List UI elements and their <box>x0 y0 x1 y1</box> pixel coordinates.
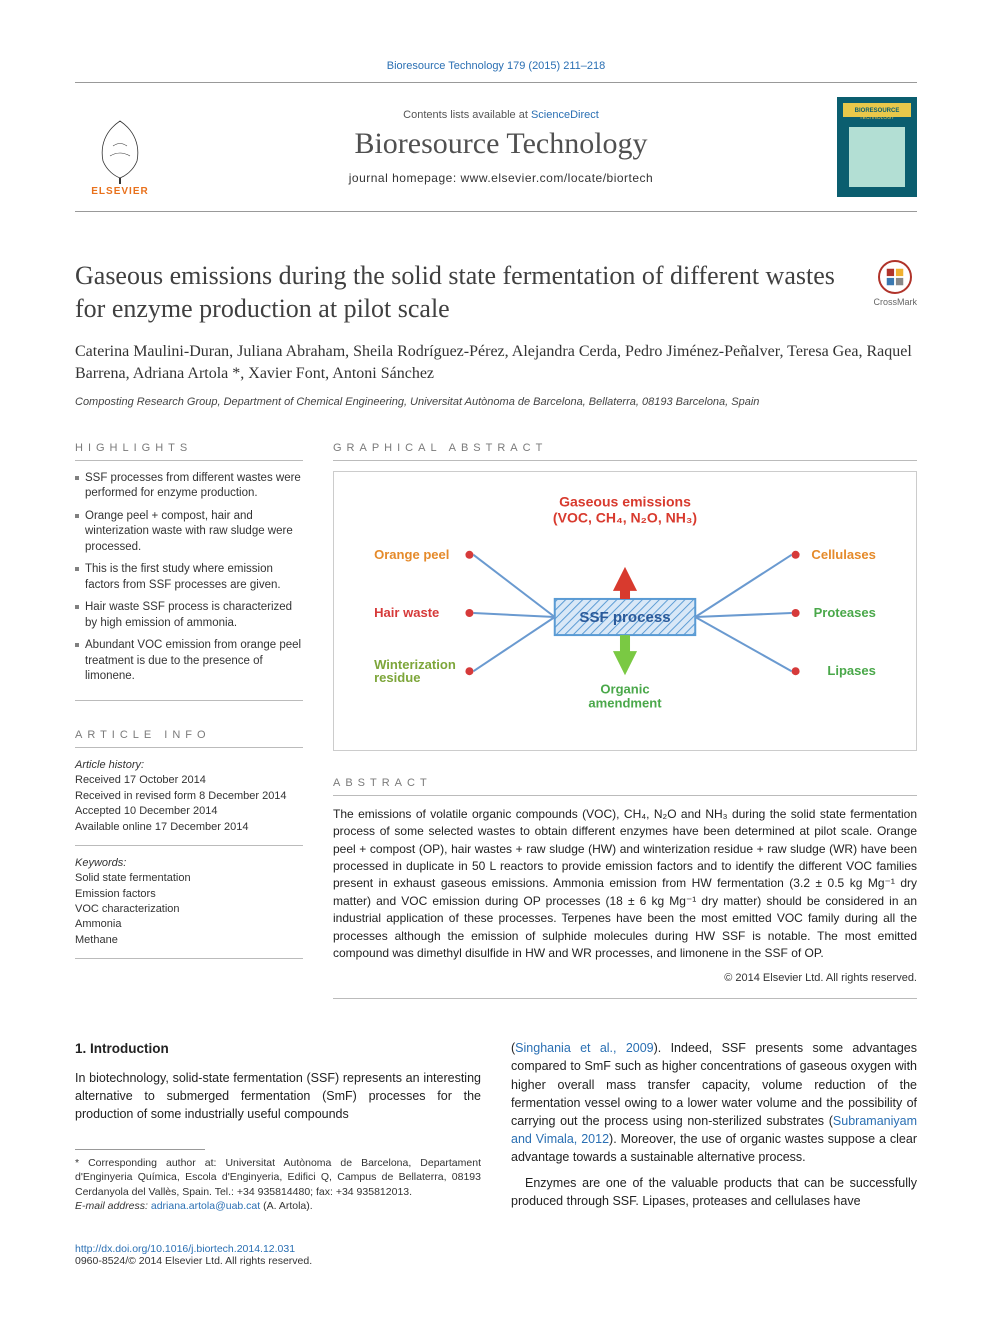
svg-text:BIORESOURCE: BIORESOURCE <box>855 108 900 114</box>
intro-para-right-1: (Singhania et al., 2009). Indeed, SSF pr… <box>511 1039 917 1166</box>
highlight-item: Hair waste SSF process is characterized … <box>75 600 303 631</box>
svg-text:TECHNOLOGY: TECHNOLOGY <box>859 115 895 121</box>
graphical-abstract: SSF process Gaseous emissions(VOC, CH₄, N… <box>333 471 917 751</box>
email-footnote: E-mail address: adriana.artola@uab.cat (… <box>75 1199 481 1213</box>
publisher-logo: ELSEVIER <box>75 97 165 197</box>
intro-para-left: In biotechnology, solid-state fermentati… <box>75 1069 481 1123</box>
author-email[interactable]: adriana.artola@uab.cat <box>151 1200 260 1212</box>
elsevier-tree-icon <box>85 116 155 186</box>
contents-line: Contents lists available at ScienceDirec… <box>165 109 837 121</box>
svg-text:amendment: amendment <box>588 695 662 710</box>
svg-text:Proteases: Proteases <box>814 605 876 620</box>
svg-text:Lipases: Lipases <box>827 663 876 678</box>
graphical-abstract-heading: GRAPHICAL ABSTRACT <box>333 442 917 461</box>
svg-text:(VOC, CH₄, N₂O, NH₃): (VOC, CH₄, N₂O, NH₃) <box>553 509 697 525</box>
highlight-item: Orange peel + compost, hair and winteriz… <box>75 509 303 556</box>
highlights-list: SSF processes from different wastes were… <box>75 471 303 701</box>
keyword: Solid state fermentation <box>75 871 303 886</box>
journal-header: ELSEVIER Contents lists available at Sci… <box>75 82 917 212</box>
highlight-item: Abundant VOC emission from orange peel t… <box>75 638 303 685</box>
abstract-text: The emissions of volatile organic compou… <box>333 806 917 963</box>
svg-text:Organic: Organic <box>600 681 649 696</box>
body-left-column: 1. Introduction In biotechnology, solid-… <box>75 1039 481 1213</box>
page-footer: http://dx.doi.org/10.1016/j.biortech.201… <box>75 1243 917 1267</box>
keyword: VOC characterization <box>75 902 303 917</box>
abstract-heading: ABSTRACT <box>333 777 917 796</box>
keyword: Emission factors <box>75 887 303 902</box>
highlight-item: SSF processes from different wastes were… <box>75 471 303 502</box>
svg-text:Gaseous emissions: Gaseous emissions <box>559 493 691 509</box>
svg-text:SSF process: SSF process <box>579 609 670 626</box>
issn-copyright: 0960-8524/© 2014 Elsevier Ltd. All right… <box>75 1255 917 1267</box>
author-list: Caterina Maulini-Duran, Juliana Abraham,… <box>75 341 917 386</box>
highlight-item: This is the first study where emission f… <box>75 562 303 593</box>
svg-text:Orange peel: Orange peel <box>374 547 449 562</box>
body-right-column: (Singhania et al., 2009). Indeed, SSF pr… <box>511 1039 917 1213</box>
article-info-heading: ARTICLE INFO <box>75 729 303 748</box>
crossmark-label: CrossMark <box>873 297 917 307</box>
keyword: Methane <box>75 933 303 948</box>
section-1-heading: 1. Introduction <box>75 1039 481 1059</box>
journal-homepage: journal homepage: www.elsevier.com/locat… <box>165 171 837 185</box>
abstract-copyright: © 2014 Elsevier Ltd. All rights reserved… <box>333 972 917 984</box>
history-line: Received 17 October 2014 <box>75 773 303 788</box>
publisher-name: ELSEVIER <box>91 186 148 197</box>
history-line: Available online 17 December 2014 <box>75 820 303 835</box>
svg-text:residue: residue <box>374 670 420 685</box>
citation-link[interactable]: Singhania et al., 2009 <box>515 1041 653 1055</box>
corresponding-author-footnote: * Corresponding author at: Universitat A… <box>75 1156 481 1199</box>
highlights-heading: HIGHLIGHTS <box>75 442 303 461</box>
journal-cover-thumb: BIORESOURCE TECHNOLOGY <box>837 97 917 197</box>
journal-title: Bioresource Technology <box>165 127 837 161</box>
top-citation: Bioresource Technology 179 (2015) 211–21… <box>75 60 917 72</box>
history-line: Received in revised form 8 December 2014 <box>75 789 303 804</box>
footnote-rule <box>75 1149 205 1150</box>
doi-link[interactable]: http://dx.doi.org/10.1016/j.biortech.201… <box>75 1243 917 1255</box>
affiliation: Composting Research Group, Department of… <box>75 396 917 408</box>
svg-text:Hair waste: Hair waste <box>374 605 439 620</box>
history-line: Accepted 10 December 2014 <box>75 804 303 819</box>
keyword: Ammonia <box>75 917 303 932</box>
intro-para-right-2: Enzymes are one of the valuable products… <box>511 1174 917 1210</box>
svg-text:Cellulases: Cellulases <box>811 547 875 562</box>
crossmark-icon <box>884 266 906 288</box>
keywords-block: Keywords: Solid state fermentationEmissi… <box>75 856 303 959</box>
crossmark-badge[interactable]: CrossMark <box>873 260 917 307</box>
article-title: Gaseous emissions during the solid state… <box>75 260 853 325</box>
sciencedirect-link[interactable]: ScienceDirect <box>531 109 599 121</box>
article-history: Article history: Received 17 October 201… <box>75 758 303 846</box>
